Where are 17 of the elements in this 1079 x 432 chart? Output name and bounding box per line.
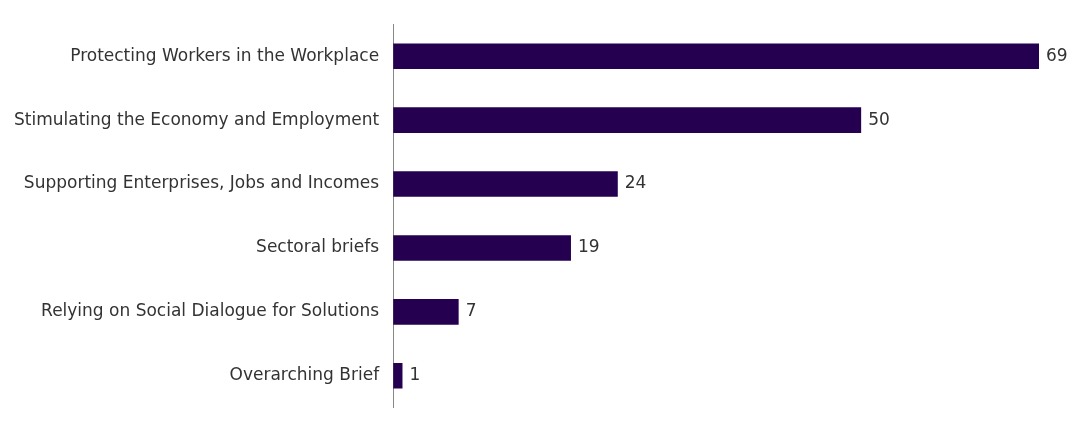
bar [393, 107, 862, 133]
bar [393, 43, 1039, 69]
y-tick-label: Stimulating the Economy and Employment [13, 108, 380, 129]
data-label: 19 [577, 236, 600, 257]
y-tick-label: Supporting Enterprises, Jobs and Incomes [23, 172, 380, 193]
bar [393, 235, 571, 261]
y-tick-label: Overarching Brief [229, 364, 381, 385]
data-label: 50 [868, 108, 890, 129]
y-tick-label: Protecting Workers in the Workplace [70, 44, 380, 65]
bar [393, 171, 618, 197]
y-tick-label: Relying on Social Dialogue for Solutions [41, 300, 380, 321]
data-label: 7 [465, 300, 477, 321]
y-tick-label: Sectoral briefs [256, 236, 380, 257]
data-label: 1 [409, 364, 421, 385]
data-label: 24 [624, 172, 647, 193]
bar [393, 299, 459, 325]
data-label: 69 [1046, 44, 1068, 65]
